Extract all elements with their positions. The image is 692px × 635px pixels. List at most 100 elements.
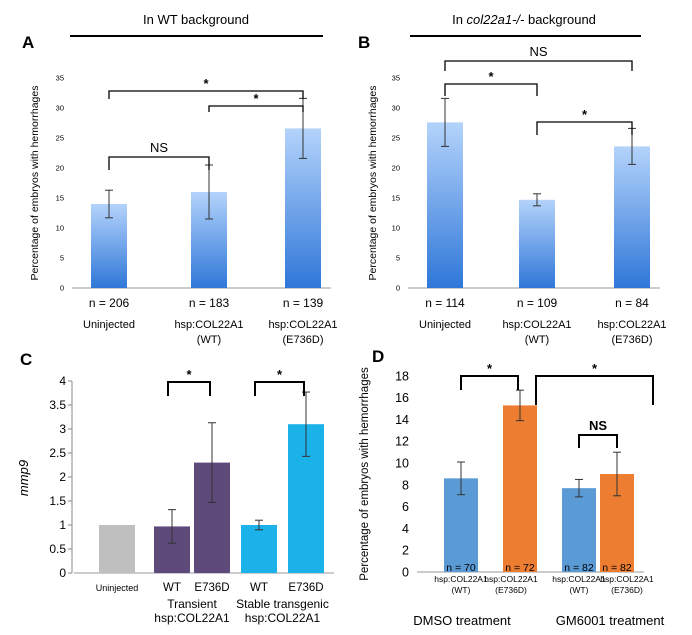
panel-d-y-tick-label: 8 (402, 478, 409, 492)
panel-c-significance-label: * (277, 367, 283, 382)
panel-a-y-tick-label: 0 (60, 284, 64, 293)
panel-c-label: C (20, 350, 32, 369)
panel-d-category-label: hsp:COL22A1 (600, 574, 654, 584)
panel-b-n-label: n = 109 (517, 296, 558, 310)
panel-b-chart: Percentage of embryos with hemorrhages 0 5… (367, 44, 667, 346)
panel-a-y-tick-label: 25 (56, 134, 64, 143)
panel-c-group-label: Stable transgenic (236, 597, 329, 611)
panel-b-title-italic: col22a1-/- (467, 12, 525, 27)
panel-d-significance-label: * (592, 361, 598, 376)
panel-d-group-label: DMSO treatment (413, 613, 511, 628)
panel-b-category-label: hsp:COL22A1 (597, 319, 666, 331)
panel-b-bar (427, 122, 463, 289)
panel-c-bar (99, 525, 135, 573)
panel-a-y-tick-label: 30 (56, 104, 64, 113)
panel-d-significance-bracket (535, 375, 654, 405)
panel-b-bar (519, 199, 555, 288)
panel-c-chart: mmp9 0 0.5 1 1.5 2 2.5 3 3.5 4 Uninjected WT E736D WT… (16, 367, 334, 625)
panel-a-y-tick-label: 35 (56, 74, 64, 83)
panel-d-bar (562, 488, 596, 572)
panel-b-y-tick-label: 10 (392, 224, 400, 233)
panel-d-significance-bracket (460, 375, 519, 390)
panel-c-significance-bracket (167, 381, 211, 396)
panel-a-category-label: hsp:COL22A1 (268, 319, 337, 331)
panel-a-significance-label: NS (150, 140, 168, 155)
panel-c-category-label: E736D (288, 582, 323, 594)
panel-b-category-label: (WT) (525, 334, 549, 346)
panel-d-bar (503, 405, 537, 572)
panel-a-significance-bracket (108, 90, 304, 99)
panel-c-y-tick-label: 0.5 (49, 542, 66, 556)
panel-a-chart: Percentage of embryos with hemorrhages 0 5… (29, 74, 338, 346)
panel-b-label: B (358, 33, 370, 52)
panel-a-n-label: n = 139 (283, 296, 324, 310)
panel-c-group-label: hsp:COL22A1 (245, 611, 321, 625)
panel-b-category-label: Uninjected (419, 319, 471, 331)
panel-c-category-label: WT (250, 582, 268, 594)
panel-a-n-label: n = 206 (89, 296, 130, 310)
panel-b-y-axis-label: Percentage of embryos with hemorrhages (367, 86, 379, 281)
panel-c-y-tick-label: 1.5 (49, 494, 66, 508)
panel-b-n-label: n = 114 (425, 296, 465, 310)
panel-c-y-tick-label: 0 (59, 566, 66, 580)
panel-d-n-label: n = 72 (505, 562, 535, 574)
panel-d-label: D (372, 347, 384, 366)
panel-c-significance-bracket (254, 381, 305, 396)
panel-b-bar (614, 146, 650, 288)
panel-d-chart: Percentage of embryos with hemorrhages 0 2… (359, 361, 665, 628)
panel-b-y-tick-label: 25 (392, 134, 400, 143)
panel-c-category-label: E736D (194, 582, 229, 594)
panel-d-y-axis-label: Percentage of embryos with hemorrhages (359, 367, 371, 581)
panel-a-significance-bracket (208, 105, 304, 112)
panel-a-label: A (22, 33, 34, 52)
panel-d-y-tick-label: 6 (402, 500, 409, 514)
panel-c-y-tick-label: 2.5 (49, 446, 66, 460)
panel-d-significance-label: * (487, 361, 493, 376)
panel-b-significance-bracket (444, 83, 538, 96)
panel-c-y-tick-label: 2 (59, 470, 66, 484)
panel-d-y-tick-label: 0 (402, 565, 409, 579)
panel-c-y-axis-label: mmp9 (16, 460, 31, 496)
panel-a-title: In WT background (143, 12, 249, 27)
panel-d-n-label: n = 82 (564, 562, 594, 574)
panel-a-y-tick-label: 20 (56, 164, 64, 173)
panel-c-y-tick-label: 1 (59, 518, 66, 532)
panel-d-y-tick-label: 2 (402, 544, 409, 558)
panel-b-y-tick-label: 20 (392, 164, 400, 173)
panel-a-category-label: Uninjected (83, 319, 135, 331)
panel-a-category-label: (WT) (197, 334, 221, 346)
panel-d-significance-label: NS (589, 418, 607, 433)
panel-a-y-tick-label: 5 (60, 254, 64, 263)
panel-a-category-label: (E736D) (283, 334, 324, 346)
panel-d-category-label: (WT) (452, 585, 471, 595)
panel-d-category-label: (E736D) (611, 585, 643, 595)
panel-d-y-tick-label: 18 (395, 369, 409, 383)
panel-d-n-label: n = 82 (602, 562, 632, 574)
panel-b-y-tick-label: 30 (392, 104, 400, 113)
panel-d-significance-bracket (578, 434, 618, 448)
panel-a-category-label: hsp:COL22A1 (174, 319, 243, 331)
panel-d-category-label: hsp:COL22A1 (484, 574, 538, 584)
panel-b-category-label: hsp:COL22A1 (502, 319, 571, 331)
panel-a-significance-label: * (253, 91, 259, 106)
panel-b-title-suffix: background (524, 12, 596, 27)
panel-b-significance-bracket (536, 121, 633, 135)
panel-c-group-label: hsp:COL22A1 (154, 611, 230, 625)
panel-c-y-tick-label: 4 (59, 374, 66, 388)
panel-c-significance-label: * (186, 367, 192, 382)
panel-c-category-label: WT (163, 582, 181, 594)
panel-d-category-label: (WT) (570, 585, 589, 595)
panel-c-group-label: Transient (167, 597, 217, 611)
panel-a-significance-label: * (203, 76, 209, 91)
panel-d-y-tick-label: 4 (402, 522, 409, 536)
panel-c-y-tick-label: 3.5 (49, 398, 66, 412)
panel-c-category-label: Uninjected (96, 583, 139, 593)
panel-b-significance-label: NS (529, 44, 547, 59)
panel-b-category-label: (E736D) (612, 334, 653, 346)
panel-b-significance-label: * (488, 69, 494, 84)
panel-d-category-label: hsp:COL22A1 (434, 574, 488, 584)
panel-d-category-label: hsp:COL22A1 (552, 574, 606, 584)
panel-b-y-tick-label: 15 (392, 194, 400, 203)
panel-d-category-label: (E736D) (495, 585, 527, 595)
